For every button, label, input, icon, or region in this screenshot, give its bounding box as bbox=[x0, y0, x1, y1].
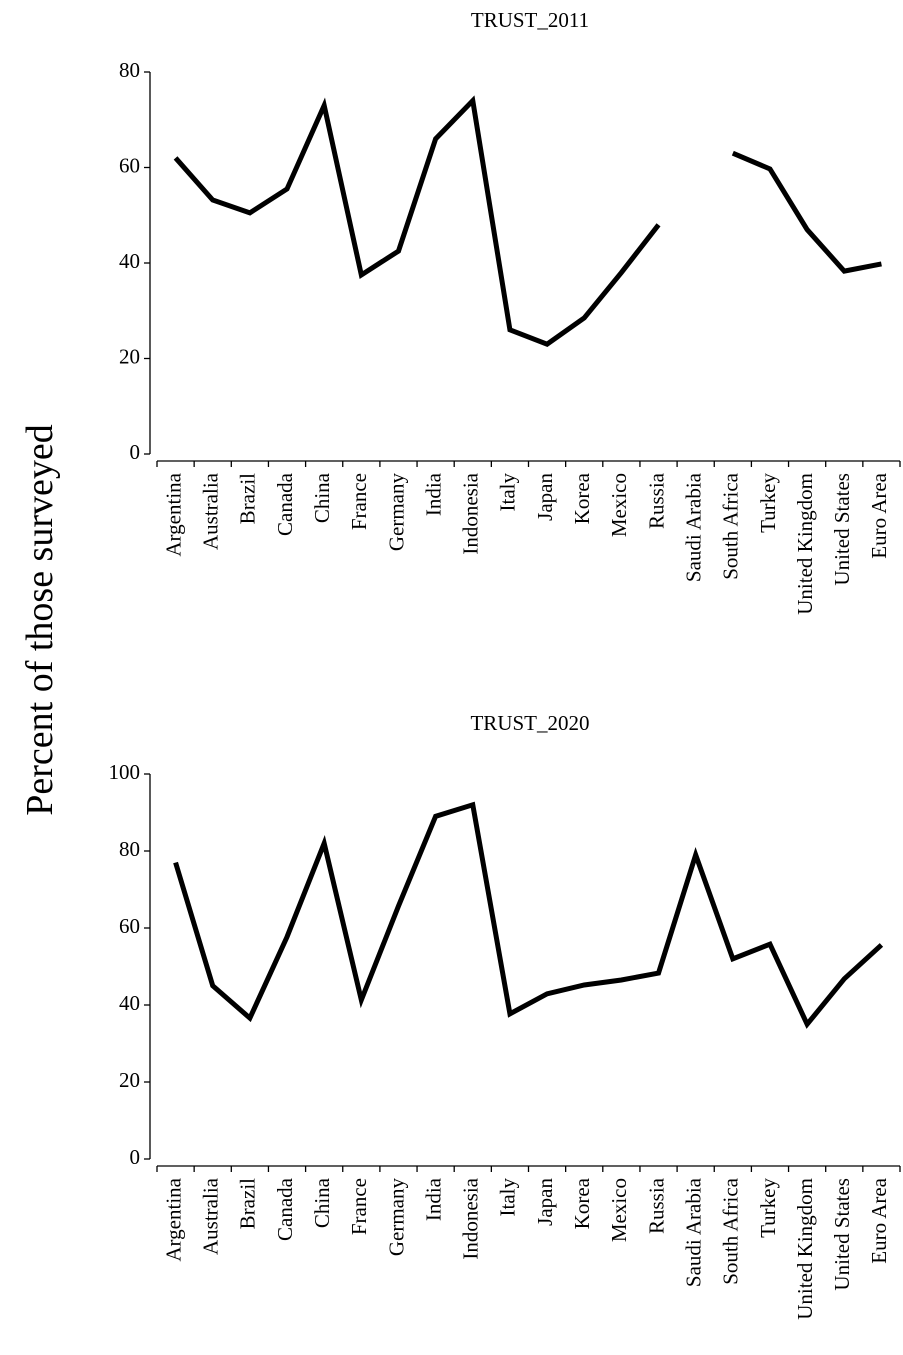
x-tick-label: Canada bbox=[273, 1177, 297, 1241]
y-tick-label: 40 bbox=[119, 249, 140, 273]
data-line bbox=[173, 95, 882, 347]
y-tick-label: 60 bbox=[119, 153, 140, 177]
x-tick-label: Russia bbox=[644, 1177, 668, 1234]
y-tick-label: 0 bbox=[130, 440, 141, 464]
x-tick-label: France bbox=[347, 473, 371, 530]
x-tick-label: Japan bbox=[533, 1178, 557, 1226]
x-tick-label: Australia bbox=[199, 472, 223, 550]
x-tick-label: United Kingdom bbox=[793, 1178, 817, 1320]
x-tick-label: China bbox=[310, 1177, 334, 1228]
x-tick-label: Australia bbox=[199, 1177, 223, 1255]
y-tick-label: 40 bbox=[119, 991, 140, 1015]
chart-title: TRUST_2020 bbox=[470, 711, 589, 735]
shared-y-label: Percent of those surveyed bbox=[19, 424, 61, 816]
x-tick-label: Italy bbox=[496, 1178, 520, 1217]
x-tick-label: Germany bbox=[384, 1178, 408, 1257]
x-tick-label: Turkey bbox=[756, 1178, 780, 1238]
y-tick-label: 80 bbox=[119, 58, 140, 82]
x-tick-label: China bbox=[310, 472, 334, 523]
x-tick-label: Brazil bbox=[236, 1178, 260, 1229]
x-tick-label: Germany bbox=[384, 473, 408, 552]
x-tick-label: United Kingdom bbox=[793, 473, 817, 615]
y-tick-label: 20 bbox=[119, 1068, 140, 1092]
y-tick-label: 60 bbox=[119, 914, 140, 938]
x-tick-label: India bbox=[421, 1177, 445, 1221]
x-tick-label: France bbox=[347, 1178, 371, 1235]
x-tick-label: Italy bbox=[496, 473, 520, 512]
chart-title: TRUST_2011 bbox=[471, 8, 589, 32]
x-tick-label: United States bbox=[830, 473, 854, 586]
x-tick-label: India bbox=[421, 472, 445, 516]
x-tick-label: Saudi Arabia bbox=[681, 1177, 705, 1287]
y-tick-label: 0 bbox=[130, 1145, 141, 1169]
x-tick-label: United States bbox=[830, 1178, 854, 1291]
x-tick-label: Argentina bbox=[161, 472, 185, 556]
x-tick-label: Korea bbox=[570, 472, 594, 524]
x-tick-label: Russia bbox=[644, 472, 668, 529]
x-tick-label: Indonesia bbox=[459, 472, 483, 554]
data-line bbox=[173, 801, 884, 1029]
x-tick-label: Turkey bbox=[756, 473, 780, 533]
x-tick-label: Japan bbox=[533, 473, 557, 521]
x-tick-label: Canada bbox=[273, 472, 297, 536]
x-tick-label: South Africa bbox=[719, 1177, 743, 1284]
x-tick-label: Saudi Arabia bbox=[681, 472, 705, 582]
x-tick-label: Indonesia bbox=[459, 1177, 483, 1259]
y-tick-label: 80 bbox=[119, 837, 140, 861]
x-tick-label: Argentina bbox=[161, 1177, 185, 1261]
x-tick-label: Euro Area bbox=[867, 472, 891, 558]
x-tick-label: South Africa bbox=[719, 472, 743, 579]
x-tick-label: Euro Area bbox=[867, 1177, 891, 1263]
x-tick-label: Korea bbox=[570, 1177, 594, 1229]
y-tick-label: 100 bbox=[109, 760, 141, 784]
y-tick-label: 20 bbox=[119, 344, 140, 368]
x-tick-label: Mexico bbox=[607, 473, 631, 537]
x-tick-label: Brazil bbox=[236, 473, 260, 524]
x-tick-label: Mexico bbox=[607, 1178, 631, 1242]
